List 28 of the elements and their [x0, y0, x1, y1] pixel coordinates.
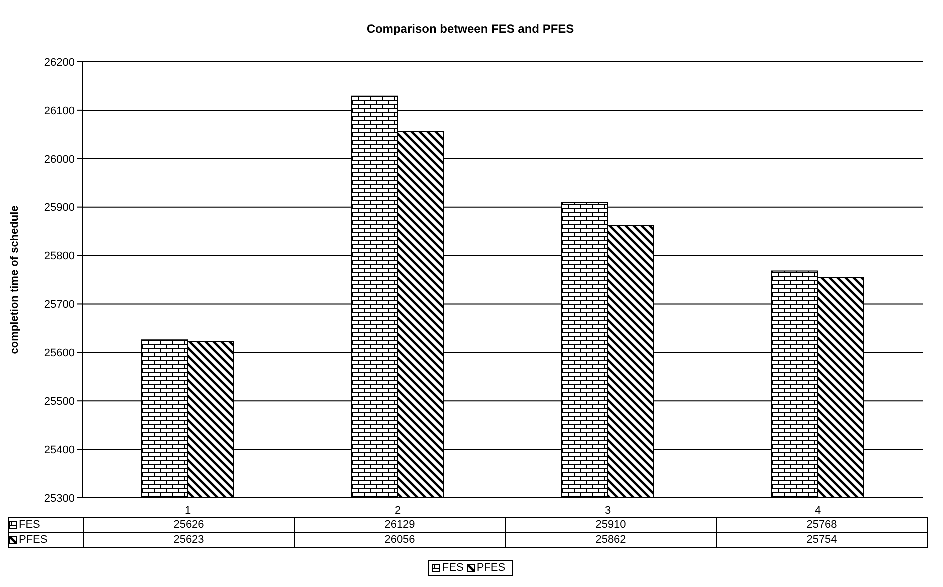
x-tick-label: 3: [604, 504, 612, 517]
data-label: 25623: [84, 532, 294, 548]
y-tick-label: 25900: [44, 202, 75, 214]
data-label: 25910: [506, 518, 716, 532]
x-tick-label: 2: [394, 504, 402, 517]
data-label: 26129: [294, 518, 506, 532]
y-tick-label: 25500: [44, 396, 75, 408]
text: PFES: [19, 534, 48, 546]
y-tick-label: 25800: [44, 250, 75, 263]
data-label: 25768: [716, 518, 928, 532]
text: FES: [19, 519, 40, 531]
x-tick-label: 1: [184, 504, 192, 517]
legend-label: FES: [441, 562, 464, 574]
data-label: 25626: [84, 518, 294, 532]
y-tick-label: 25300: [44, 492, 75, 505]
y-tick-label: 25600: [44, 348, 75, 360]
chart-title: Comparison between FES and PFES: [366, 21, 576, 38]
data-label: 25862: [506, 532, 716, 548]
data-label: 25754: [716, 532, 928, 548]
y-axis-title: completion time of schedule: [8, 206, 21, 354]
y-tick-label: 26000: [44, 154, 75, 166]
y-tick-label: 26200: [44, 56, 75, 69]
y-tick-label: 25700: [44, 299, 75, 312]
data-label: 26056: [294, 532, 506, 548]
legend-label: PFES: [476, 562, 506, 574]
x-tick-label: 4: [814, 504, 822, 517]
y-tick-label: 25400: [44, 444, 75, 456]
y-tick-label: 26100: [44, 105, 75, 118]
